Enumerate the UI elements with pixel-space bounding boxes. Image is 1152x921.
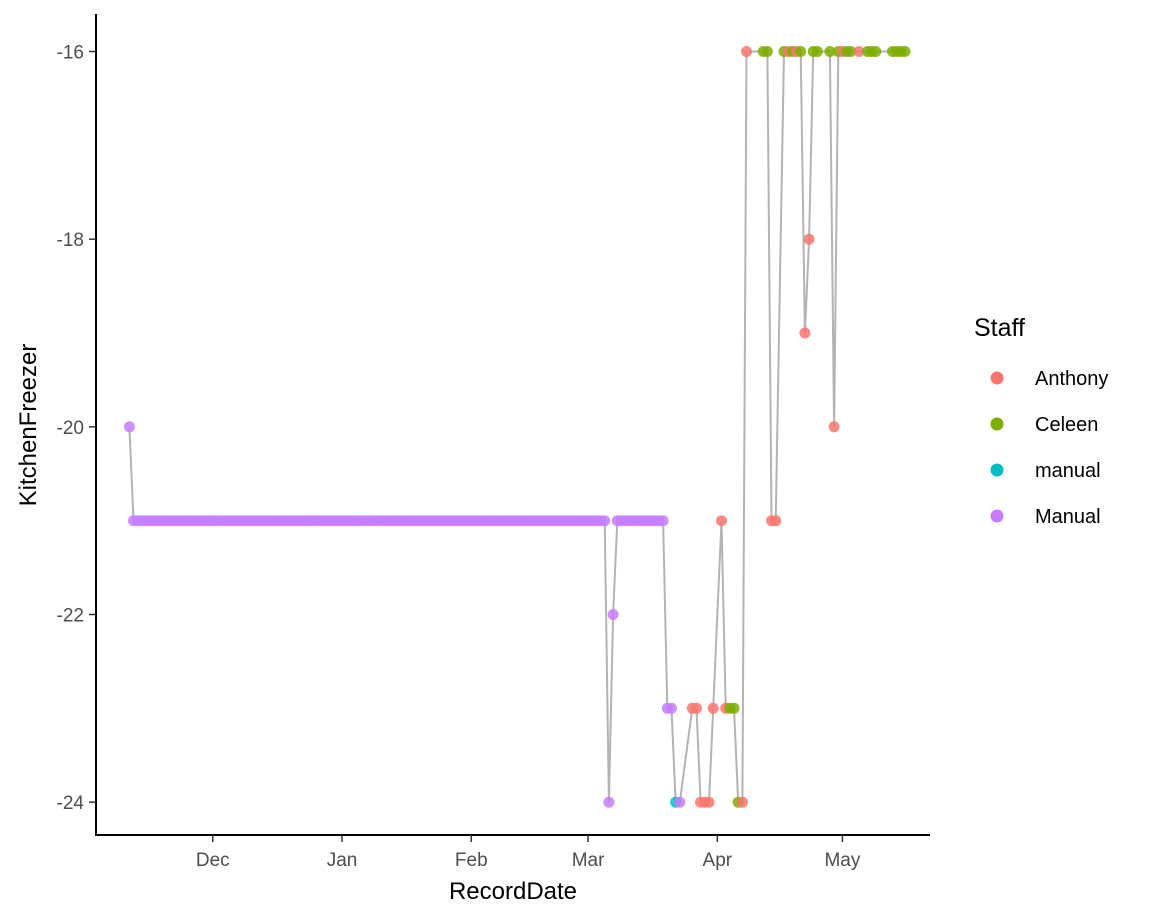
- data-point-anthony: [799, 327, 811, 339]
- x-axis-ticks: Dec Jan Feb Mar Apr May: [196, 835, 861, 871]
- data-point-anthony: [691, 702, 702, 714]
- data-point-manual: [607, 609, 619, 620]
- connector-line: [128, 50, 905, 804]
- legend: Staff Anthony Celeen manual Manual: [974, 314, 1108, 528]
- data-point-celeen: [824, 46, 836, 57]
- legend-key-manual: [990, 463, 1004, 477]
- legend-key-celeen: [990, 417, 1004, 431]
- data-point-celeen: [811, 46, 823, 57]
- data-point-celeen: [899, 46, 911, 57]
- data-point-manual: [657, 515, 669, 527]
- data-point-celeen: [795, 46, 807, 57]
- data-point-anthony: [803, 233, 815, 245]
- y-tick-label: -22: [57, 606, 84, 627]
- x-tick-label: Feb: [455, 850, 488, 871]
- x-tick-label: Apr: [703, 850, 733, 871]
- legend-key-anthony: [990, 371, 1004, 385]
- x-tick-label: Mar: [572, 850, 605, 871]
- y-axis-ticks: -16 -18 -20 -22 -24: [57, 43, 96, 814]
- legend-key-manual: [990, 509, 1004, 523]
- data-point-anthony: [741, 46, 752, 57]
- legend-label: Manual: [1035, 506, 1101, 528]
- data-point-manual: [603, 796, 615, 808]
- data-point-anthony: [703, 796, 715, 808]
- data-point-anthony: [707, 702, 719, 714]
- data-point-manual: [666, 702, 677, 714]
- y-axis-title: KitchenFreezer: [15, 344, 42, 507]
- data-point-anthony: [736, 796, 748, 808]
- x-tick-label: May: [824, 850, 860, 871]
- data-points: [123, 46, 911, 808]
- data-point-anthony: [770, 515, 782, 527]
- legend-label: Anthony: [1035, 368, 1108, 390]
- data-point-celeen: [728, 702, 740, 714]
- data-point-celeen: [870, 46, 882, 57]
- data-point-celeen: [761, 46, 773, 57]
- y-tick-label: -20: [57, 418, 84, 439]
- data-point-manual: [674, 796, 686, 808]
- legend-label: Celeen: [1035, 414, 1098, 436]
- data-point-anthony: [853, 46, 865, 57]
- legend-label: manual: [1035, 460, 1101, 482]
- axes: [95, 14, 930, 836]
- data-point-celeen: [845, 46, 857, 57]
- data-point-manual: [599, 515, 611, 527]
- data-point-anthony: [828, 421, 840, 433]
- x-axis-title: RecordDate: [449, 878, 577, 905]
- y-tick-label: -18: [57, 230, 84, 251]
- x-tick-label: Dec: [196, 850, 230, 871]
- y-tick-label: -16: [57, 43, 84, 64]
- y-tick-label: -24: [57, 793, 85, 814]
- connector-polyline: [128, 50, 905, 804]
- x-tick-label: Jan: [327, 850, 358, 871]
- data-point-manual: [123, 421, 135, 433]
- data-point-anthony: [716, 515, 727, 527]
- legend-title: Staff: [974, 314, 1025, 342]
